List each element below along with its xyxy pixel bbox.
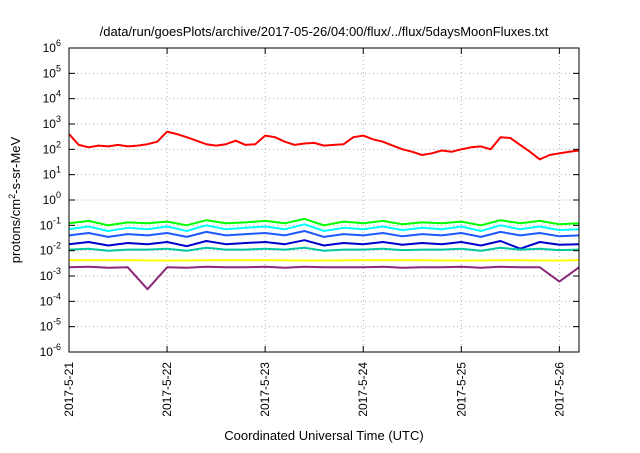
- y-tick-label: 101: [43, 165, 61, 182]
- chart-title: /data/run/goesPlots/archive/2017-05-26/0…: [100, 24, 549, 39]
- series-line-2: [69, 219, 579, 225]
- y-tick-label: 10-6: [40, 342, 61, 359]
- y-tick-label: 10-3: [40, 266, 61, 283]
- x-tick-label: 2017-5-23: [258, 362, 272, 417]
- y-axis-label-text: protons/cm2-s-sr-MeV: [7, 136, 23, 263]
- x-tick-label: 2017-5-26: [552, 362, 566, 417]
- grid-lines: [69, 48, 579, 352]
- y-tick-label: 103: [43, 114, 61, 131]
- series-line-8: [69, 267, 579, 289]
- x-tick-label: 2017-5-25: [454, 362, 468, 417]
- y-tick-label: 10-4: [40, 291, 61, 308]
- y-tick-label: 10-5: [40, 317, 61, 334]
- series-line-1: [69, 132, 579, 160]
- y-tick-label: 102: [43, 139, 61, 156]
- x-tick-label: 2017-5-22: [160, 362, 174, 417]
- y-tick-label: 105: [43, 63, 61, 80]
- ticks: 10-6 10-5 10-4 10-3 10-2 10-1 100 101 102 103 104 1…: [40, 38, 579, 417]
- y-tick-label: 10-1: [40, 215, 61, 232]
- y-tick-label: 106: [43, 38, 61, 55]
- x-axis-label: Coordinated Universal Time (UTC): [224, 428, 423, 443]
- x-tick-label: 2017-5-21: [62, 362, 76, 417]
- series-lines: [69, 132, 579, 290]
- y-axis-label: protons/cm2-s-sr-MeV: [7, 136, 23, 263]
- y-tick-label: 104: [43, 89, 61, 106]
- x-tick-label: 2017-5-24: [356, 362, 370, 417]
- series-line-6: [69, 248, 579, 251]
- y-tick-label: 100: [43, 190, 61, 207]
- y-tick-label: 10-2: [40, 241, 61, 258]
